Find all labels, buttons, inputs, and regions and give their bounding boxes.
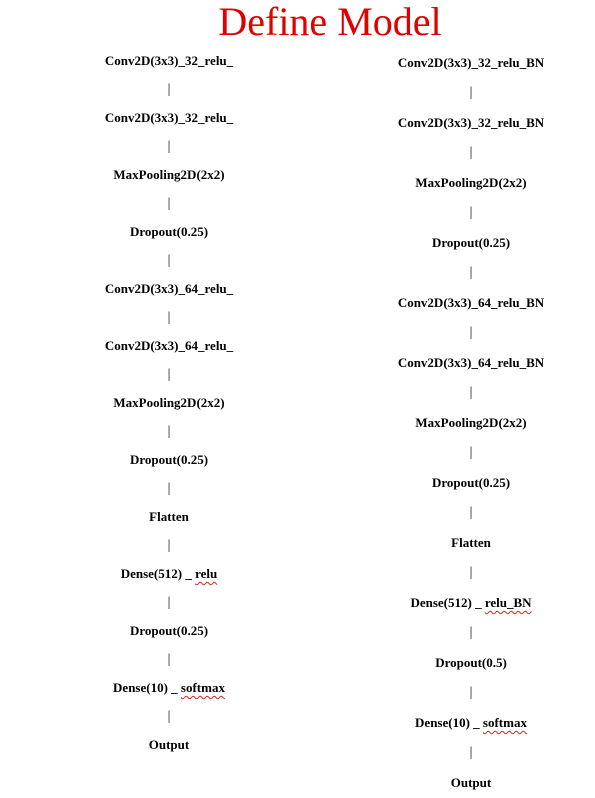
layer-label: Dense(10) _	[415, 715, 483, 730]
layer-label: Conv2D(3x3)_64_relu_BN	[398, 355, 544, 370]
layer-label: Output	[149, 737, 189, 752]
layer-node: Dropout(0.25)	[351, 475, 591, 491]
layer-label: Dropout(0.5)	[435, 655, 507, 670]
layer-node: Dropout(0.25)	[49, 623, 289, 639]
layer-node: MaxPooling2D(2x2)	[351, 415, 591, 431]
layer-label: Dropout(0.25)	[130, 224, 208, 239]
layer-label: Dropout(0.25)	[130, 452, 208, 467]
layer-label: Output	[451, 775, 491, 790]
layer-node: Flatten	[49, 509, 289, 525]
connector-line: |	[351, 85, 591, 101]
connector-line: |	[49, 538, 289, 554]
connector-line: |	[351, 565, 591, 581]
layer-activation-label: softmax	[483, 715, 527, 730]
connector-line: |	[351, 205, 591, 221]
connector-line: |	[351, 625, 591, 641]
connector-line: |	[49, 253, 289, 269]
layer-label: Dropout(0.25)	[432, 475, 510, 490]
connector-line: |	[49, 595, 289, 611]
layer-label: MaxPooling2D(2x2)	[415, 175, 526, 190]
layer-label: Conv2D(3x3)_64_relu_	[105, 281, 233, 296]
connector-line: |	[351, 685, 591, 701]
connector-line: |	[351, 145, 591, 161]
layer-label: Dropout(0.25)	[130, 623, 208, 638]
layer-node: Conv2D(3x3)_64_relu_	[49, 338, 289, 354]
layer-label: Conv2D(3x3)_32_relu_BN	[398, 115, 544, 130]
layer-label: Conv2D(3x3)_32_relu_	[105, 110, 233, 125]
layer-label: Flatten	[451, 535, 491, 550]
layer-node: Output	[49, 737, 289, 753]
connector-line: |	[351, 745, 591, 761]
connector-line: |	[351, 505, 591, 521]
layer-label: MaxPooling2D(2x2)	[113, 167, 224, 182]
connector-line: |	[351, 265, 591, 281]
connector-line: |	[351, 325, 591, 341]
layer-activation-label: relu	[195, 566, 217, 581]
layer-node: Conv2D(3x3)_64_relu_BN	[351, 295, 591, 311]
layer-node: Conv2D(3x3)_32_relu_	[49, 53, 289, 69]
layer-node: Dense(10) _ softmax	[351, 715, 591, 731]
layer-label: Dense(512) _	[410, 595, 484, 610]
layer-node: Flatten	[351, 535, 591, 551]
layer-node: Dropout(0.25)	[351, 235, 591, 251]
connector-line: |	[49, 139, 289, 155]
layer-node: MaxPooling2D(2x2)	[49, 167, 289, 183]
connector-line: |	[351, 445, 591, 461]
layer-label: Conv2D(3x3)_32_relu_BN	[398, 55, 544, 70]
layer-node: Conv2D(3x3)_32_relu_BN	[351, 115, 591, 131]
layer-label: Conv2D(3x3)_32_relu_	[105, 53, 233, 68]
connector-line: |	[49, 367, 289, 383]
diagram-title: Define Model	[0, 0, 595, 44]
layer-node: MaxPooling2D(2x2)	[49, 395, 289, 411]
connector-line: |	[49, 310, 289, 326]
layer-label: Flatten	[149, 509, 189, 524]
layer-node: Conv2D(3x3)_32_relu_	[49, 110, 289, 126]
layer-label: Conv2D(3x3)_64_relu_	[105, 338, 233, 353]
layer-node: Dropout(0.25)	[49, 224, 289, 240]
connector-line: |	[49, 82, 289, 98]
layer-node: Dropout(0.5)	[351, 655, 591, 671]
layer-node: Dense(10) _ softmax	[49, 680, 289, 696]
layer-label: MaxPooling2D(2x2)	[113, 395, 224, 410]
layer-label: Dropout(0.25)	[432, 235, 510, 250]
connector-line: |	[49, 196, 289, 212]
connector-line: |	[49, 481, 289, 497]
layer-label: Dense(512) _	[121, 566, 195, 581]
layer-node: Dropout(0.25)	[49, 452, 289, 468]
connector-line: |	[49, 709, 289, 725]
layer-node: Conv2D(3x3)_64_relu_BN	[351, 355, 591, 371]
layer-node: Conv2D(3x3)_64_relu_	[49, 281, 289, 297]
layer-node: Output	[351, 775, 591, 791]
layer-label: MaxPooling2D(2x2)	[415, 415, 526, 430]
layer-label: Conv2D(3x3)_64_relu_BN	[398, 295, 544, 310]
layer-activation-label: relu_BN	[485, 595, 532, 610]
layer-node: MaxPooling2D(2x2)	[351, 175, 591, 191]
layer-node: Dense(512) _ relu_BN	[351, 595, 591, 611]
connector-line: |	[351, 385, 591, 401]
layer-node: Conv2D(3x3)_32_relu_BN	[351, 55, 591, 71]
connector-line: |	[49, 424, 289, 440]
layer-activation-label: softmax	[181, 680, 225, 695]
layer-node: Dense(512) _ relu	[49, 566, 289, 582]
layer-label: Dense(10) _	[113, 680, 181, 695]
connector-line: |	[49, 652, 289, 668]
